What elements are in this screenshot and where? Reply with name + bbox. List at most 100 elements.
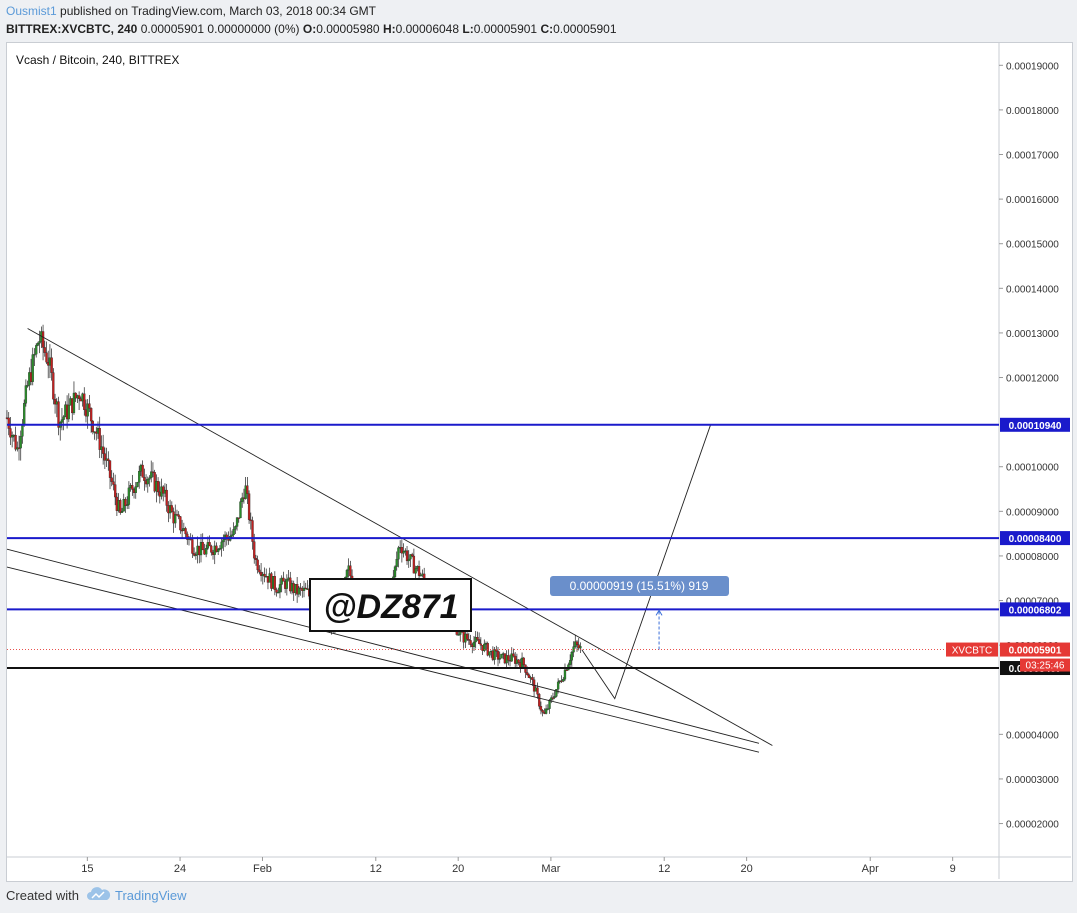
candle-down [215,545,218,552]
candle-up [278,584,282,593]
candle-up [570,651,573,661]
trendline [27,328,773,746]
candle-up [414,568,417,574]
trendline [6,566,760,753]
candle-up [488,651,491,656]
candle-up [194,554,198,556]
y-tick-label: 0.00007000 [1006,597,1059,608]
candle-up [544,708,548,714]
candle-down [531,677,534,680]
x-tick-label: Apr [862,863,879,875]
open-label: O: [302,22,317,36]
candle-up [127,487,131,505]
candle-down [143,477,146,481]
candle-up [31,354,34,382]
watermark-box [309,578,472,632]
measure-arrow [655,609,663,616]
candle-down [89,408,93,422]
candle-down [273,576,276,590]
candle-up [500,653,503,659]
chart-panel[interactable] [6,42,1073,882]
watermark-text: @DZ871 [323,588,458,626]
candle-up [562,679,565,682]
candle-down [191,539,194,554]
candle-down [263,573,266,577]
y-tick-label: 0.00008000 [1006,552,1059,563]
x-tick-label: Feb [253,863,272,875]
candle-down [538,694,541,707]
x-tick-label: 12 [370,863,382,875]
candle-down [107,458,110,461]
candle-up [498,658,501,660]
candle-up [277,591,280,594]
level-badge [1000,602,1070,617]
candle-down [417,566,421,576]
candle-down [91,420,94,433]
level-label: 0.00008400 [1009,534,1062,545]
candle-down [98,428,101,450]
candle-up [38,341,41,344]
candle-down [108,460,112,478]
candle-down [57,401,60,428]
y-tick-label: 0.00004000 [1006,730,1059,741]
candle-up [232,529,235,536]
x-tick-label: Mar [541,863,560,875]
candle-up [217,549,220,552]
candle-down [83,393,86,410]
candle-down [119,500,122,513]
candle-down [275,589,278,593]
x-tick-label: 20 [452,863,464,875]
candle-down [479,643,483,646]
candle-down [101,446,105,454]
candle-up [148,477,151,480]
candle-up [35,345,38,355]
author-link[interactable]: Ousmist1 [6,4,57,18]
candle-down [258,569,261,573]
candle-down [304,587,307,590]
candle-up [546,708,549,710]
candle-down [282,577,285,582]
candle-up [230,534,234,537]
candle-up [553,696,556,698]
candle-up [60,419,64,423]
candle-up [234,526,237,530]
countdown-badge [1020,658,1070,672]
candle-up [235,517,239,527]
candle-up [483,643,486,651]
candle-down [477,639,481,644]
candle-down [88,403,91,409]
candle-up [26,385,29,387]
candle-down [192,553,196,556]
open-value: 0.00005980 [316,22,380,36]
candle-down [41,331,45,348]
candle-up [23,403,26,425]
candle-down [45,352,48,363]
y-tick-label: 0.00018000 [1006,106,1059,117]
candle-up [33,353,36,356]
symbol-interval: BITTREX:XVCBTC, 240 [6,22,138,36]
candle-up [67,404,70,420]
candle-up [86,403,89,417]
candle-down [251,520,254,542]
close-label: C: [540,22,554,36]
measure-label-box [550,576,729,596]
candle-up [393,566,397,578]
candle-down [201,542,204,551]
candle-down [186,533,189,540]
tradingview-link[interactable]: TradingView [114,888,187,903]
candle-down [259,571,263,576]
high-label: H: [382,22,396,36]
candle-down [43,347,46,353]
candle-up [556,681,560,690]
candle-down [405,550,409,562]
candle-down [208,542,211,547]
candle-up [493,649,496,660]
candle-down [254,558,258,561]
low-value: 0.00005901 [473,22,538,36]
symbol-label: XVCBTC [952,646,993,657]
candle-up [395,558,398,567]
candle-up [397,547,400,560]
projection-path [581,424,711,700]
last-change: 0.00005901 0.00000000 (0%) [140,22,300,36]
